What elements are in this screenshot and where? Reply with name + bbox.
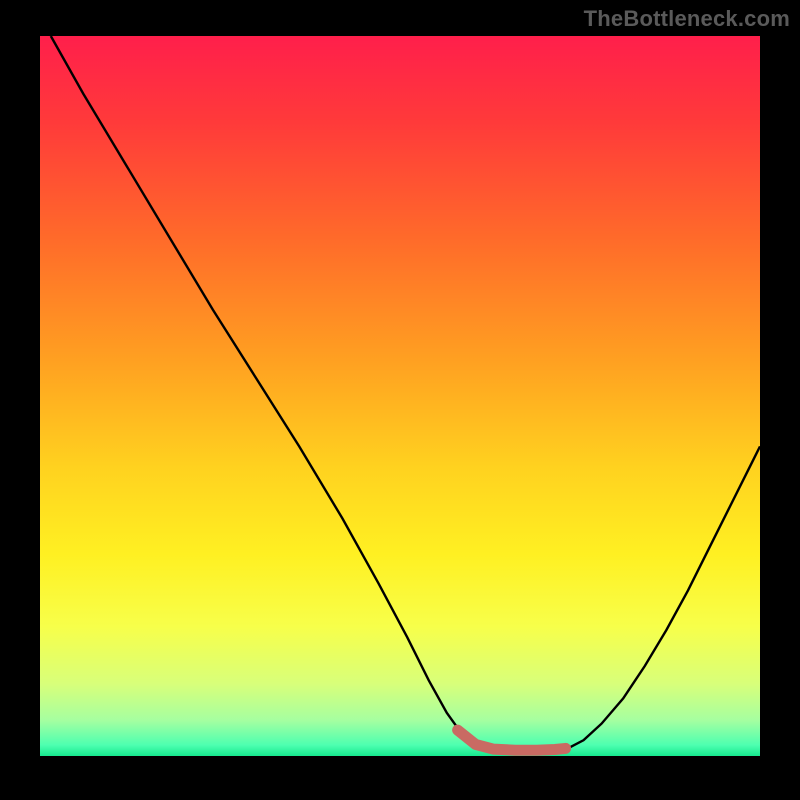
chart-container: TheBottleneck.com <box>0 0 800 800</box>
chart-svg <box>0 0 800 800</box>
watermark-text: TheBottleneck.com <box>584 6 790 32</box>
plot-background <box>40 36 760 756</box>
